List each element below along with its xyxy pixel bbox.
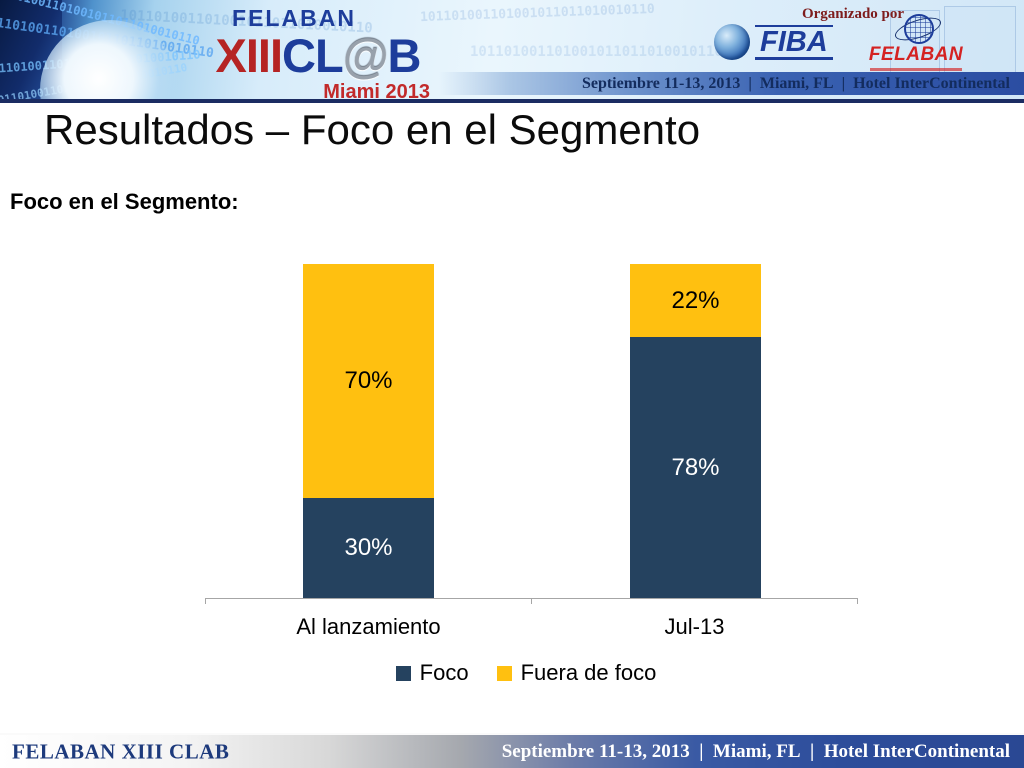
category-label: Al lanzamiento [296,614,441,639]
legend-swatch [496,665,512,681]
header-background: 101101001101001011011010010110 101101001… [0,0,1024,99]
globe-icon [714,24,750,60]
legend-swatch [395,665,411,681]
value-label: 22% [671,286,720,314]
page-title: Resultados – Foco en el Segmento [44,106,701,153]
value-label: 30% [344,533,393,561]
chart-subtitle: Foco en el Segmento: [10,189,239,214]
event-logo-city: Miami 2013 [323,81,430,99]
legend-label: Fuera de foco [520,660,657,685]
footer-bar: FELABAN XIII CLAB Septiembre 11-13, 2013… [0,733,1024,768]
event-logo-main: XIIICL@B [202,32,434,79]
stacked-bar-2: 22% 78% [630,264,761,598]
axis-tick [531,598,532,604]
event-logo-cl: CL [282,29,344,82]
fiba-logo-text: FIBA [755,24,833,60]
header-banner: 101101001101001011011010010110 101101001… [0,0,1024,103]
binary-decor: 101101001101001011011010010110 [419,1,656,26]
event-logo-xiii: XIII [215,29,284,82]
event-logo: FELABAN XIIICL@B Miami 2013 [202,5,434,100]
legend-entry-foco: Foco [395,660,469,686]
wireframe-globe-icon [892,12,944,45]
bar-segment-foco: 30% [303,497,434,598]
value-label: 70% [344,366,393,394]
felaban-logo-text: FELABAN [868,44,964,65]
globe-grid [904,14,934,44]
organized-by-label: Organizado por [801,6,905,22]
bar-segment-fuera-de-foco: 70% [303,264,434,498]
header-event-info: Septiembre 11-13, 2013 | Miami, FL | Hot… [439,72,1024,95]
footer-event-info: Septiembre 11-13, 2013 | Miami, FL | Hot… [501,740,1010,762]
stacked-bar-chart: 70% 30% Al lanzamiento 22% 78% Jul-13 [205,250,858,650]
axis-tick [857,598,858,604]
bar-segment-fuera-de-foco: 22% [630,264,761,338]
bar-segment-foco: 78% [630,337,761,598]
chart-legend: Foco Fuera de foco [14,658,1024,688]
legend-label: Foco [419,660,469,685]
legend-entry-fuera-de-foco: Fuera de foco [496,660,657,686]
footer-event-name: FELABAN XIII CLAB [12,739,230,763]
at-symbol: @ [342,29,389,82]
fiba-logo: FIBA [714,24,833,60]
axis-tick [205,598,206,604]
felaban-logo: FELABAN [864,12,968,71]
stacked-bar-1: 70% 30% [303,264,434,598]
event-logo-brand: FELABAN [232,5,356,31]
header-divider [0,99,1024,103]
binary-decor: 101101001101001011011010010110 [470,44,723,60]
event-logo-b: B [387,29,422,82]
felaban-tagline-strip [870,68,962,71]
category-label: Jul-13 [664,614,725,639]
value-label: 78% [671,453,720,481]
